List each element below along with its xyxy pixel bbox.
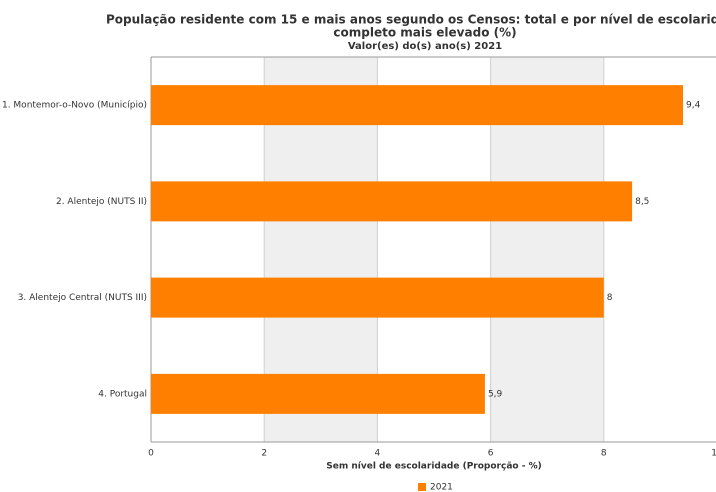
bar xyxy=(151,277,604,318)
bar xyxy=(151,373,485,414)
chart-subtitle: Valor(es) do(s) ano(s) 2021 xyxy=(348,41,502,52)
y-tick-label: 4. Portugal xyxy=(98,389,147,399)
data-label: 8,5 xyxy=(635,197,649,207)
data-label: 5,9 xyxy=(488,389,503,399)
x-tick-label: 2 xyxy=(261,449,267,459)
x-tick-label: 0 xyxy=(148,449,154,459)
bar xyxy=(151,85,684,126)
x-tick-label: 8 xyxy=(601,449,607,459)
y-tick-label: 1. Montemor-o-Novo (Município) xyxy=(2,101,147,111)
bar xyxy=(151,181,633,222)
chart-title: População residente com 15 e mais anos s… xyxy=(106,13,716,27)
legend-swatch xyxy=(418,483,426,491)
x-tick-label: 4 xyxy=(375,449,381,459)
data-label: 8 xyxy=(607,293,613,303)
y-tick-label: 2. Alentejo (NUTS II) xyxy=(56,197,147,207)
x-tick-label: 6 xyxy=(488,449,494,459)
x-axis-label: Sem nível de escolaridade (Proporção - %… xyxy=(326,462,541,472)
x-tick-label: 10 xyxy=(711,449,716,459)
chart-title: completo mais elevado (%) xyxy=(333,26,516,40)
legend-label: 2021 xyxy=(430,483,453,492)
y-tick-label: 3. Alentejo Central (NUTS III) xyxy=(18,293,147,303)
data-label: 9,4 xyxy=(686,101,701,111)
